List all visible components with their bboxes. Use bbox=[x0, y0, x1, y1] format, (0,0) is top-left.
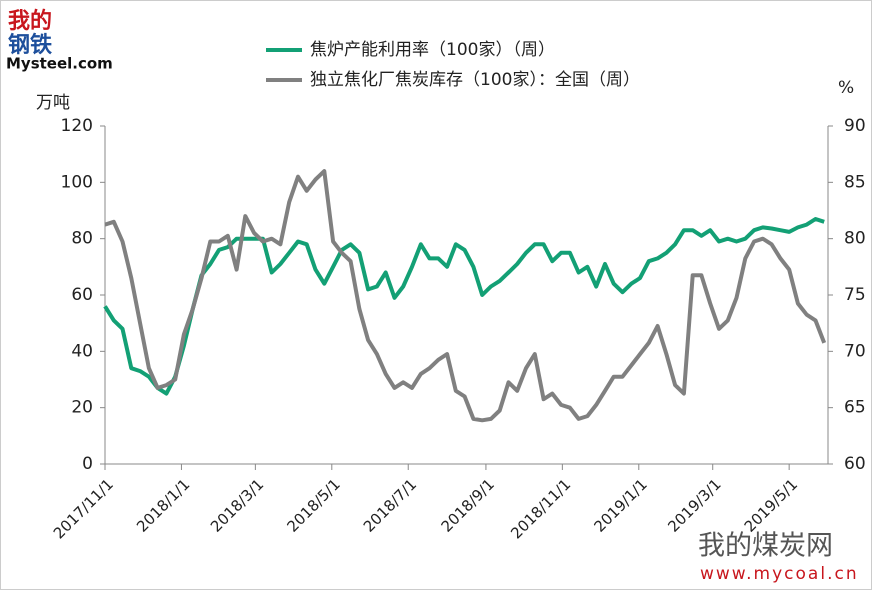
y-tick-label: 20 bbox=[71, 398, 93, 418]
logo-middle: 钢铁 bbox=[8, 32, 52, 58]
y2-tick-label: 85 bbox=[844, 172, 866, 192]
y-axis-label: 万吨 bbox=[36, 93, 70, 113]
y2-axis-label: % bbox=[838, 78, 854, 98]
y2-tick-label: 65 bbox=[844, 398, 866, 418]
y2-tick-label: 75 bbox=[844, 285, 866, 305]
legend-label: 独立焦化厂焦炭库存（100家）：全国（周） bbox=[310, 70, 640, 90]
y2-tick-label: 70 bbox=[844, 341, 866, 361]
y2-tick-label: 80 bbox=[844, 229, 866, 249]
y-tick-label: 60 bbox=[71, 285, 93, 305]
y2-tick-label: 90 bbox=[844, 116, 866, 136]
y-tick-label: 120 bbox=[61, 116, 93, 136]
watermark-name: 我的煤炭网 bbox=[698, 531, 833, 562]
y-tick-label: 0 bbox=[82, 454, 93, 474]
logo-top: 我的 bbox=[8, 8, 52, 34]
series-line bbox=[103, 217, 825, 396]
y-tick-label: 80 bbox=[71, 229, 93, 249]
y-tick-label: 100 bbox=[61, 172, 93, 192]
watermark-url: www.mycoal.cn bbox=[700, 564, 859, 584]
y-tick-label: 40 bbox=[71, 341, 93, 361]
logo-bottom: Mysteel.com bbox=[6, 55, 113, 73]
series-line bbox=[104, 169, 827, 423]
y2-tick-label: 60 bbox=[844, 454, 866, 474]
legend-label: 焦炉产能利用率（100家）（周） bbox=[310, 40, 555, 60]
